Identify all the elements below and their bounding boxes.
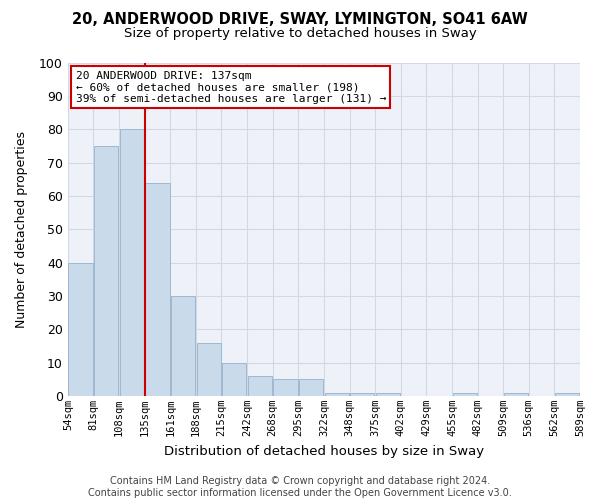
Bar (299, 379, 323, 396)
Y-axis label: Number of detached properties: Number of detached properties (15, 130, 28, 328)
Bar (248, 376, 272, 396)
Bar (120, 129, 144, 396)
Text: Size of property relative to detached houses in Sway: Size of property relative to detached ho… (124, 28, 476, 40)
Text: 20, ANDERWOOD DRIVE, SWAY, LYMINGTON, SO41 6AW: 20, ANDERWOOD DRIVE, SWAY, LYMINGTON, SO… (72, 12, 528, 28)
Bar (94, 146, 118, 396)
Bar (555, 392, 580, 396)
X-axis label: Distribution of detached houses by size in Sway: Distribution of detached houses by size … (164, 444, 484, 458)
Bar (325, 392, 349, 396)
Bar (222, 362, 247, 396)
Bar (452, 392, 477, 396)
Bar (145, 182, 170, 396)
Bar (274, 379, 298, 396)
Bar (68, 262, 93, 396)
Bar (171, 296, 195, 396)
Bar (197, 342, 221, 396)
Bar (376, 392, 400, 396)
Bar (350, 392, 374, 396)
Bar (504, 392, 528, 396)
Text: Contains HM Land Registry data © Crown copyright and database right 2024.
Contai: Contains HM Land Registry data © Crown c… (88, 476, 512, 498)
Text: 20 ANDERWOOD DRIVE: 137sqm
← 60% of detached houses are smaller (198)
39% of sem: 20 ANDERWOOD DRIVE: 137sqm ← 60% of deta… (76, 71, 386, 104)
